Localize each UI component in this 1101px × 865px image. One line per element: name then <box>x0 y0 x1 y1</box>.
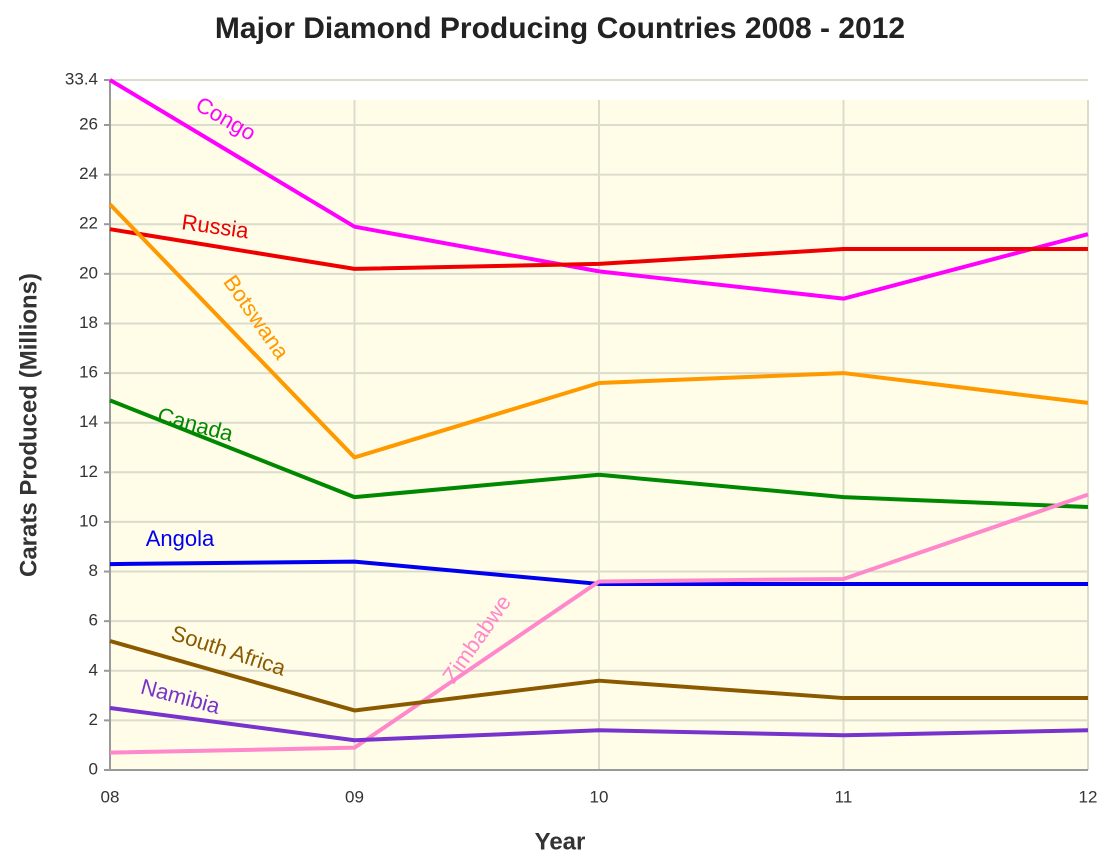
x-tick-label: 09 <box>345 787 364 806</box>
y-axis-title: Carats Produced (Millions) <box>15 273 42 577</box>
x-tick-label: 10 <box>590 787 609 806</box>
y-tick-label: 0 <box>89 759 98 778</box>
x-axis-title: Year <box>535 828 586 855</box>
series-line <box>109 227 1088 271</box>
y-tick-label: 10 <box>79 511 98 530</box>
series-line <box>109 492 1089 755</box>
y-tick-label: 22 <box>79 214 98 233</box>
series-line <box>109 639 1088 713</box>
y-tick-label: 12 <box>79 462 98 481</box>
series-line <box>109 398 1089 510</box>
chart-title: Major Diamond Producing Countries 2008 -… <box>215 12 905 45</box>
y-tick-label: 2 <box>89 710 98 729</box>
y-tick-label: 16 <box>79 363 98 382</box>
y-tick-label: 20 <box>79 263 98 282</box>
y-tick-label: 14 <box>79 412 98 431</box>
series-line <box>109 559 1088 586</box>
y-tick-label: 18 <box>79 313 98 332</box>
x-tick-label: 11 <box>835 787 853 806</box>
y-tick-label: 6 <box>89 611 98 630</box>
x-tick-label: 12 <box>1079 787 1098 806</box>
x-tick-label: 08 <box>101 787 120 806</box>
series-label: Angola <box>146 526 215 551</box>
series-line <box>109 705 1089 743</box>
y-tick-label: 24 <box>79 164 98 183</box>
series-line <box>108 78 1089 301</box>
y-tick-label: 8 <box>89 561 98 580</box>
y-tick-label: 26 <box>79 114 98 133</box>
y-tick-label: 4 <box>89 660 98 679</box>
y-tick-label: 33.4 <box>65 69 98 88</box>
series-line <box>108 202 1089 460</box>
